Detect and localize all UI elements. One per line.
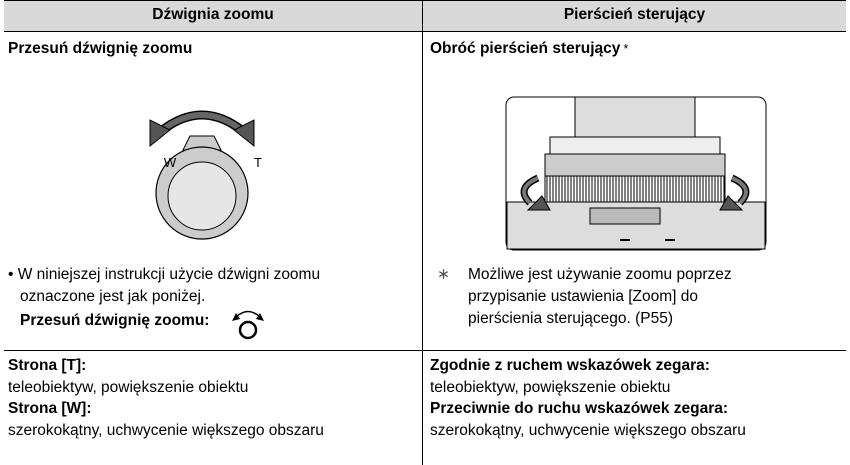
lever-icon-arrow (256, 313, 264, 321)
lens-barrel (574, 96, 696, 138)
rule (4, 0, 846, 1)
title-text: Obróć pierścień sterujący (430, 40, 621, 57)
title-mark: * (623, 41, 629, 56)
ring-arrow-head (526, 195, 551, 211)
lever-icon-arc (235, 310, 261, 318)
lever-icon (238, 320, 258, 340)
header-left: Dźwignia zoomu (152, 6, 274, 23)
ring-arrow-head (719, 195, 744, 211)
lever-button (167, 161, 237, 231)
lens-collar (549, 136, 721, 155)
rotate-arrow (158, 112, 246, 135)
column-divider (422, 0, 423, 465)
header-bg (4, 0, 846, 31)
row-text: szerokokątny, uchwycenie większego obsza… (8, 421, 324, 439)
ring-arrow (522, 176, 539, 205)
right-title: Obróć pierścień sterujący * (430, 38, 628, 60)
lever-label-t: T (254, 155, 262, 170)
arrow-head (149, 119, 171, 148)
row-text: szerokokątny, uchwycenie większego obsza… (430, 421, 746, 439)
camera-slot (589, 207, 661, 225)
lever-icon-arrow (232, 313, 240, 321)
control-ring (544, 175, 726, 203)
note-bold: Przesuń dźwignię zoomu: (20, 312, 210, 329)
lever-label-w: W (164, 155, 177, 170)
left-title: Przesuń dźwignię zoomu (8, 40, 193, 57)
footnote-line: Możliwe jest używanie zoomu poprzez (468, 266, 732, 283)
lens-body (544, 153, 726, 177)
note-line: oznaczone jest jak poniżej. (20, 288, 206, 305)
row-heading: Strona [T]: (8, 357, 87, 374)
header-right: Pierścień sterujący (563, 6, 706, 23)
note-line: • W niniejszej instrukcji użycie dźwigni… (8, 266, 321, 283)
row-text: teleobiektyw, powiększenie obiektu (8, 378, 249, 396)
row-text: teleobiektyw, powiększenie obiektu (430, 378, 671, 396)
rule (4, 31, 846, 32)
row-heading: Strona [W]: (8, 400, 92, 417)
footnote-line: pierścienia sterującego. (P55) (468, 310, 674, 327)
footnote-line: przypisanie ustawienia [Zoom] do (468, 288, 699, 305)
arrow-head (233, 119, 255, 148)
row-heading: Przeciwnie do ruchu wskazówek zegara: (430, 400, 729, 417)
footnote-marker: ∗ (437, 266, 450, 283)
ring-arrow (731, 176, 748, 205)
row-heading: Zgodnie z ruchem wskazówek zegara: (430, 357, 710, 374)
rule (4, 350, 846, 351)
